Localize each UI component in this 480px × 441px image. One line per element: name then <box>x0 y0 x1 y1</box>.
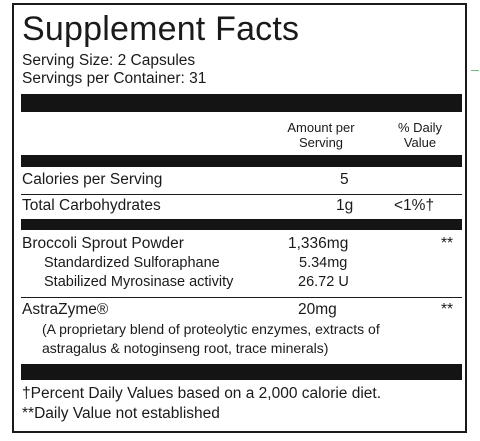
row-amount: 5 <box>340 171 349 188</box>
row-amount: 20mg <box>298 301 337 318</box>
header-dv-line1: % Daily <box>397 120 443 135</box>
row-name: Total Carbohydrates <box>22 197 161 214</box>
footnote-not-established: **Daily Value not established <box>22 405 220 422</box>
row-amount: 5.34mg <box>299 255 348 271</box>
row-amount: 1g <box>336 197 354 214</box>
panel-title: Supplement Facts <box>22 10 300 48</box>
astrazyme-note-line: (A proprietary blend of proteolytic enzy… <box>42 321 380 337</box>
supplement-facts-panel: Supplement Facts Serving Size: 2 Capsule… <box>12 3 467 433</box>
thick-divider-bottom <box>21 364 462 380</box>
thick-divider-header <box>21 155 462 167</box>
header-amount-line2: Serving <box>298 135 344 150</box>
thick-divider-top <box>21 94 462 112</box>
header-amount-line1: Amount per <box>287 120 355 135</box>
row-name: Stabilized Myrosinase activity <box>44 274 234 290</box>
row-name: Broccoli Sprout Powder <box>22 235 184 252</box>
header-amount: Amount per Serving <box>276 120 366 150</box>
row-amount: 1,336mg <box>288 235 349 252</box>
footnote-daily-values: †Percent Daily Values based on a 2,000 c… <box>22 385 382 402</box>
header-dv-line2: Value <box>403 135 437 150</box>
row-name: AstraZyme® <box>22 301 109 318</box>
header-daily-value: % Daily Value <box>380 120 460 150</box>
row-divider <box>21 297 462 298</box>
edge-mark <box>471 70 479 71</box>
row-daily-value: ** <box>441 235 454 252</box>
row-name: Calories per Serving <box>22 171 163 188</box>
thick-divider-middle <box>21 219 462 230</box>
row-amount: 26.72 U <box>298 274 349 290</box>
row-divider <box>21 194 462 195</box>
row-daily-value: <1%† <box>394 197 435 214</box>
servings-per-container: Servings per Container: 31 <box>22 70 207 87</box>
serving-size: Serving Size: 2 Capsules <box>22 52 196 69</box>
row-daily-value: ** <box>441 301 454 318</box>
row-name: Standardized Sulforaphane <box>44 255 220 271</box>
astrazyme-note-line: astragalus & notoginseng root, trace min… <box>42 340 329 356</box>
